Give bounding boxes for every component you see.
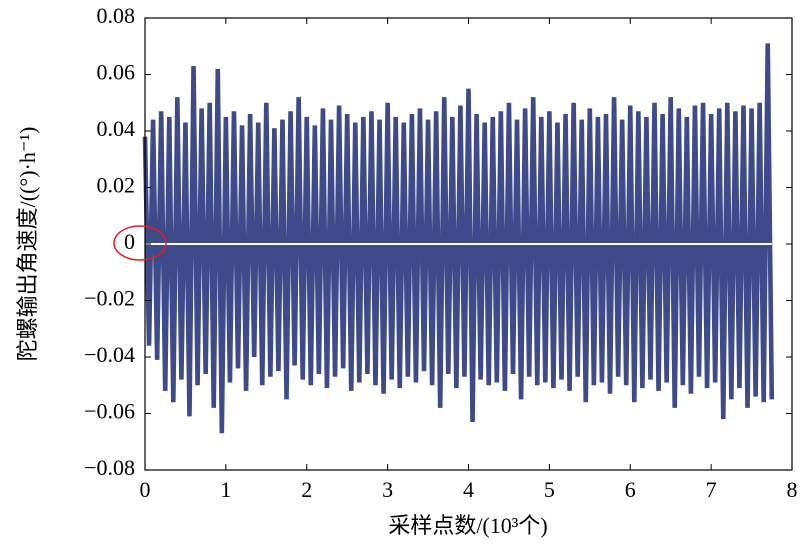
y-axis-label: 陀螺输出角速度/((°)·h⁻¹) [15, 127, 40, 362]
y-tick-label: 0.02 [97, 173, 136, 198]
annotation-circle [113, 225, 167, 261]
y-tick-label: 0.08 [97, 3, 136, 28]
x-tick-label: 1 [220, 477, 231, 502]
y-tick-label: 0.04 [97, 116, 136, 141]
x-tick-label: 7 [706, 477, 717, 502]
x-tick-label: 3 [382, 477, 393, 502]
signal-line [142, 43, 775, 434]
x-tick-label: 0 [140, 477, 151, 502]
x-tick-label: 8 [787, 477, 798, 502]
x-tick-label: 2 [301, 477, 312, 502]
x-tick-label: 4 [463, 477, 474, 502]
x-tick-label: 6 [625, 477, 636, 502]
y-tick-label: −0.06 [84, 399, 135, 424]
y-tick-label: −0.04 [84, 342, 135, 367]
y-tick-label: −0.02 [84, 286, 135, 311]
x-tick-label: 5 [544, 477, 555, 502]
y-tick-label: 0 [124, 229, 135, 254]
x-axis-label: 采样点数/(10³个) [388, 513, 547, 538]
y-tick-label: −0.08 [84, 455, 135, 480]
y-tick-label: 0.06 [97, 60, 136, 85]
